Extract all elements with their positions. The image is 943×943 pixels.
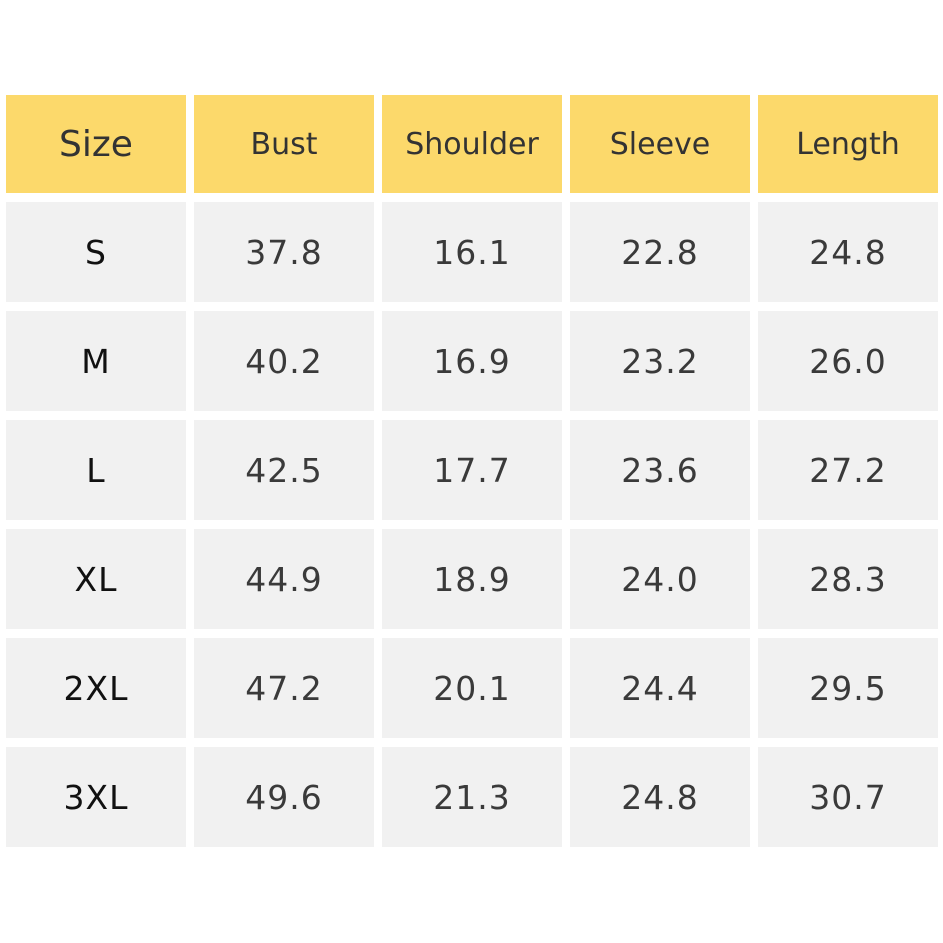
- table-cell: 44.9: [194, 529, 374, 629]
- table-cell: 28.3: [758, 529, 938, 629]
- table-cell: 23.6: [570, 420, 750, 520]
- table-cell: 16.1: [382, 202, 562, 302]
- header-cell: Length: [758, 95, 938, 193]
- table-cell: 3XL: [6, 747, 186, 847]
- header-cell: Sleeve: [570, 95, 750, 193]
- header-cell: Shoulder: [382, 95, 562, 193]
- table-cell: XL: [6, 529, 186, 629]
- table-cell: 24.8: [758, 202, 938, 302]
- table-cell: 24.4: [570, 638, 750, 738]
- table-cell: 23.2: [570, 311, 750, 411]
- table-cell: 27.2: [758, 420, 938, 520]
- table-cell: 17.7: [382, 420, 562, 520]
- table-cell: 22.8: [570, 202, 750, 302]
- table-cell: 29.5: [758, 638, 938, 738]
- table-cell: 47.2: [194, 638, 374, 738]
- table-cell: M: [6, 311, 186, 411]
- table-cell: 20.1: [382, 638, 562, 738]
- header-cell: Bust: [194, 95, 374, 193]
- table-cell: 37.8: [194, 202, 374, 302]
- table-cell: 24.0: [570, 529, 750, 629]
- table-cell: 49.6: [194, 747, 374, 847]
- table-cell: 40.2: [194, 311, 374, 411]
- table-cell: 21.3: [382, 747, 562, 847]
- table-cell: 16.9: [382, 311, 562, 411]
- table-cell: S: [6, 202, 186, 302]
- table-cell: 26.0: [758, 311, 938, 411]
- table-cell: 30.7: [758, 747, 938, 847]
- table-cell: 24.8: [570, 747, 750, 847]
- header-cell: Size: [6, 95, 186, 193]
- table-cell: L: [6, 420, 186, 520]
- table-cell: 42.5: [194, 420, 374, 520]
- table-cell: 18.9: [382, 529, 562, 629]
- table-cell: 2XL: [6, 638, 186, 738]
